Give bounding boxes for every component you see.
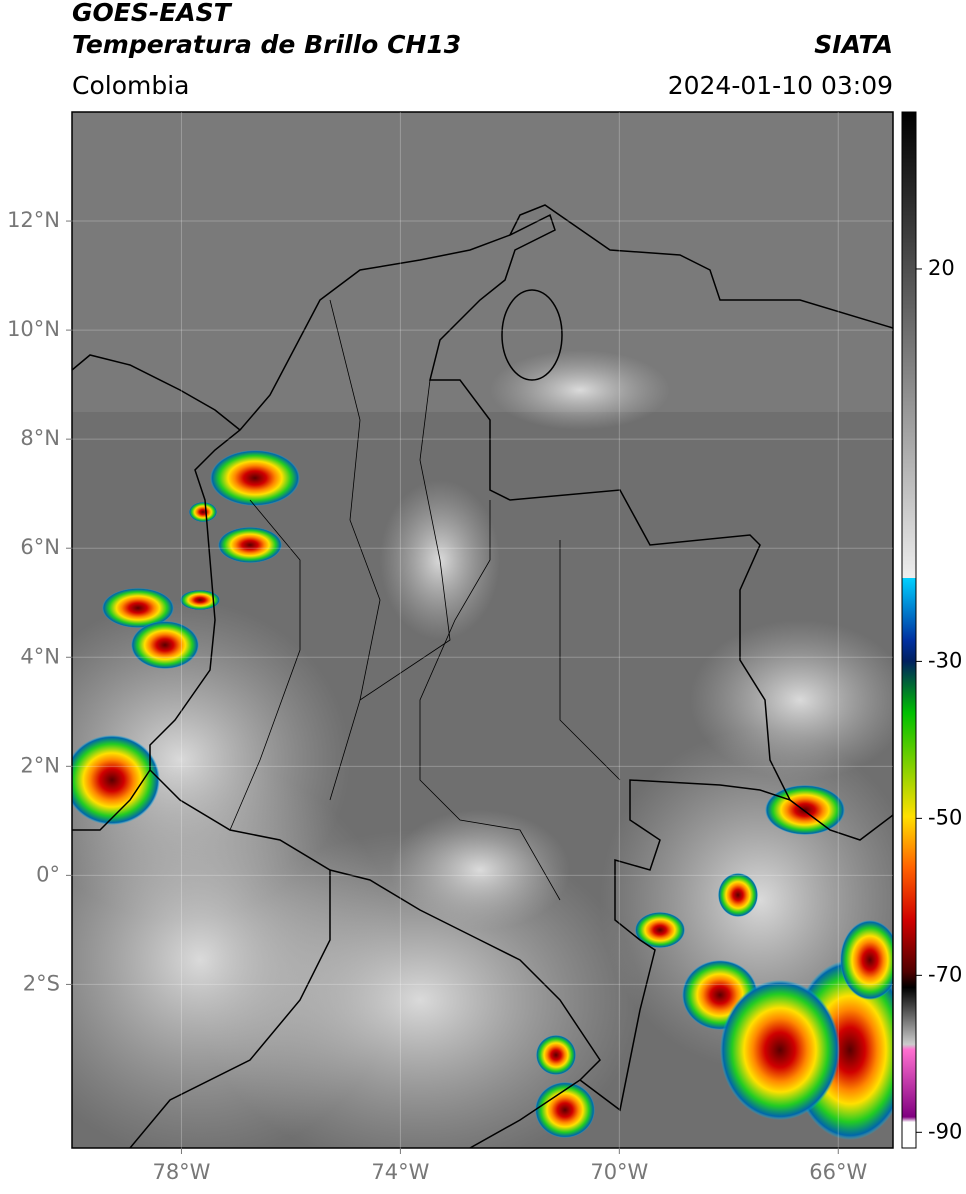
colorbar-label: -50 bbox=[928, 805, 962, 829]
y-tick-label: 12°N bbox=[7, 208, 60, 232]
map-image bbox=[72, 112, 893, 1148]
y-tick-label: 0° bbox=[36, 862, 60, 886]
region: Colombia bbox=[72, 71, 189, 100]
colorbar bbox=[901, 111, 917, 1149]
colorbar-label: 20 bbox=[928, 256, 955, 280]
x-tick-label: 74°W bbox=[371, 1160, 429, 1184]
map-frame bbox=[71, 111, 894, 1149]
colorbar-label: -90 bbox=[928, 1119, 962, 1143]
y-tick-label: 2°N bbox=[20, 753, 60, 777]
x-tick-label: 70°W bbox=[590, 1160, 648, 1184]
colorbar-label: -70 bbox=[928, 962, 962, 986]
x-tick-label: 78°W bbox=[152, 1160, 210, 1184]
x-tick-label: 66°W bbox=[809, 1160, 867, 1184]
colorbar-label: -30 bbox=[928, 648, 962, 672]
subtitle: Temperatura de Brillo CH13 bbox=[72, 30, 461, 59]
timestamp: 2024-01-10 03:09 bbox=[668, 71, 893, 100]
y-tick-label: 2°S bbox=[23, 971, 60, 995]
y-tick-label: 4°N bbox=[20, 644, 60, 668]
title: GOES-EAST bbox=[72, 0, 233, 27]
y-tick-label: 10°N bbox=[7, 317, 60, 341]
source: SIATA bbox=[814, 30, 893, 59]
y-tick-label: 8°N bbox=[20, 426, 60, 450]
y-tick-label: 6°N bbox=[20, 535, 60, 559]
